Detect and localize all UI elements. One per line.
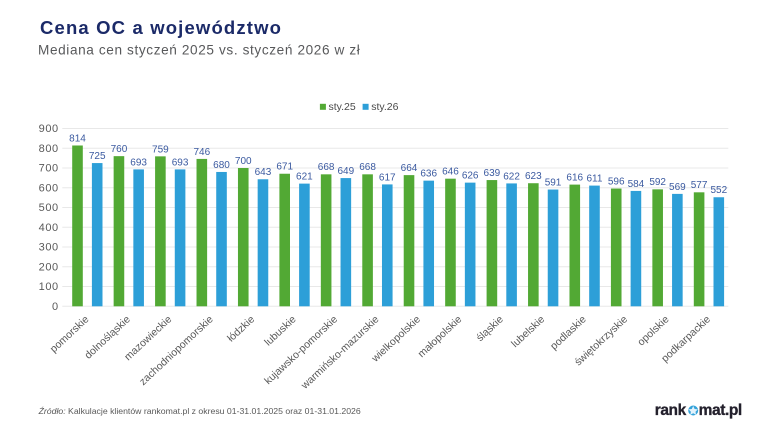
svg-text:616: 616 bbox=[566, 173, 583, 184]
svg-text:584: 584 bbox=[628, 179, 645, 190]
svg-text:warmińsko-mazurskie: warmińsko-mazurskie bbox=[298, 313, 381, 392]
svg-text:rank: rank bbox=[655, 402, 687, 419]
svg-text:200: 200 bbox=[39, 261, 59, 273]
svg-text:639: 639 bbox=[484, 168, 501, 179]
svg-text:664: 664 bbox=[401, 163, 418, 174]
svg-text:623: 623 bbox=[525, 171, 542, 182]
svg-text:małopolskie: małopolskie bbox=[416, 313, 465, 360]
svg-text:300: 300 bbox=[39, 242, 59, 254]
svg-text:596: 596 bbox=[608, 176, 625, 187]
svg-text:759: 759 bbox=[152, 144, 169, 155]
svg-text:600: 600 bbox=[39, 182, 59, 194]
svg-text:0: 0 bbox=[52, 301, 59, 313]
svg-text:sty.25: sty.25 bbox=[329, 101, 356, 113]
svg-text:podlaskie: podlaskie bbox=[548, 313, 589, 352]
svg-text:lubelskie: lubelskie bbox=[509, 313, 547, 350]
svg-text:400: 400 bbox=[39, 222, 59, 234]
svg-text:lubuskie: lubuskie bbox=[262, 313, 298, 348]
svg-text:opolskie: opolskie bbox=[635, 313, 671, 348]
svg-text:Cena OC a województwo: Cena OC a województwo bbox=[40, 17, 282, 38]
svg-text:569: 569 bbox=[669, 182, 686, 193]
svg-text:śląskie: śląskie bbox=[474, 313, 506, 344]
svg-text:kujawsko-pomorskie: kujawsko-pomorskie bbox=[262, 313, 340, 387]
svg-text:671: 671 bbox=[276, 162, 293, 173]
svg-text:Mediana cen styczeń 2025 vs. s: Mediana cen styczeń 2025 vs. styczeń 202… bbox=[38, 43, 360, 58]
svg-text:zachodniopomorskie: zachodniopomorskie bbox=[137, 313, 216, 388]
svg-text:617: 617 bbox=[379, 172, 396, 183]
svg-text:pomorskie: pomorskie bbox=[48, 313, 92, 355]
svg-text:643: 643 bbox=[255, 167, 272, 178]
svg-text:900: 900 bbox=[39, 123, 59, 135]
svg-text:700: 700 bbox=[39, 163, 59, 175]
svg-text:100: 100 bbox=[39, 281, 59, 293]
svg-text:680: 680 bbox=[213, 160, 230, 171]
svg-text:577: 577 bbox=[691, 180, 708, 191]
svg-text:636: 636 bbox=[420, 169, 437, 180]
svg-text:646: 646 bbox=[442, 167, 459, 178]
svg-text:Źródło: Kalkulacje klientów ra: Źródło: Kalkulacje klientów rankomat.pl … bbox=[38, 406, 361, 416]
svg-text:500: 500 bbox=[39, 202, 59, 214]
svg-text:621: 621 bbox=[296, 172, 313, 183]
svg-text:622: 622 bbox=[503, 171, 520, 182]
svg-text:mat.pl: mat.pl bbox=[699, 402, 742, 419]
svg-text:693: 693 bbox=[172, 157, 189, 168]
svg-text:725: 725 bbox=[89, 151, 106, 162]
svg-text:814: 814 bbox=[69, 133, 86, 144]
svg-text:sty.26: sty.26 bbox=[371, 101, 398, 113]
svg-text:760: 760 bbox=[111, 144, 128, 155]
svg-text:700: 700 bbox=[235, 156, 252, 167]
svg-text:746: 746 bbox=[193, 147, 210, 158]
svg-text:552: 552 bbox=[710, 185, 727, 196]
svg-text:611: 611 bbox=[587, 173, 603, 184]
svg-text:668: 668 bbox=[359, 162, 376, 173]
svg-text:591: 591 bbox=[545, 177, 562, 188]
svg-text:693: 693 bbox=[130, 157, 147, 168]
svg-text:łódzkie: łódzkie bbox=[225, 313, 257, 344]
svg-text:592: 592 bbox=[649, 177, 666, 188]
svg-text:626: 626 bbox=[462, 171, 479, 182]
svg-text:668: 668 bbox=[318, 162, 335, 173]
svg-text:800: 800 bbox=[39, 143, 59, 155]
svg-text:649: 649 bbox=[337, 166, 354, 177]
